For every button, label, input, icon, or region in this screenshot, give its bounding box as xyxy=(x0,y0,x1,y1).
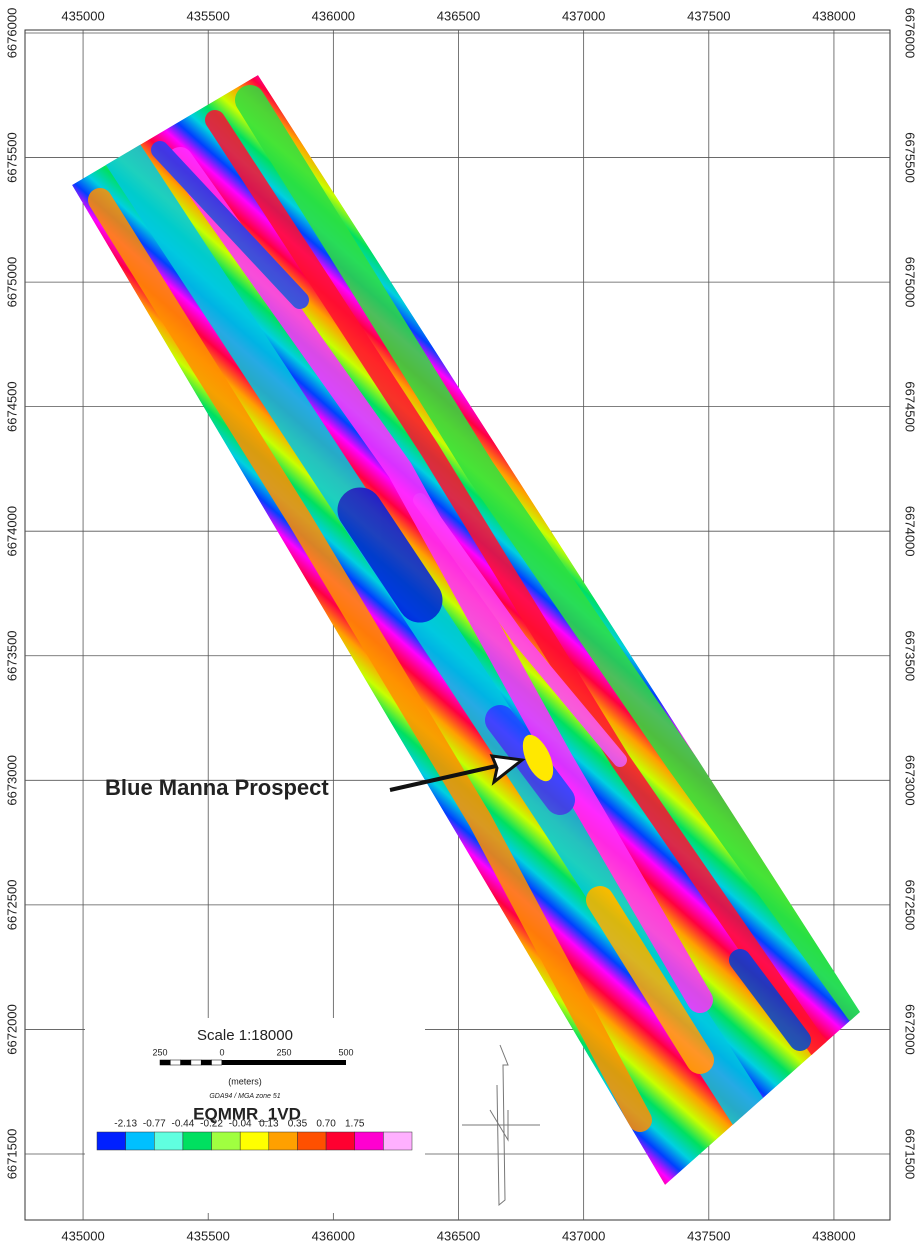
x-tick-label-bottom: 435500 xyxy=(187,1228,230,1243)
scale-segment xyxy=(212,1060,222,1065)
x-tick-label-bottom: 437000 xyxy=(562,1228,605,1243)
y-tick-label-left: 6675000 xyxy=(4,257,19,308)
legend-label: -0.77 xyxy=(143,1119,166,1130)
map: Blue Manna Prospect Scale 1:18000 250 0 25… xyxy=(0,0,920,1249)
y-tick-label-left: 6671500 xyxy=(4,1129,19,1180)
x-tick-label-top: 435000 xyxy=(61,8,104,23)
legend-label: 0.35 xyxy=(288,1119,308,1130)
annotation: Blue Manna Prospect xyxy=(105,775,329,800)
y-tick-label-right: 6673000 xyxy=(903,755,918,806)
y-tick-label-left: 6674500 xyxy=(4,381,19,432)
x-tick-label-bottom: 437500 xyxy=(687,1228,730,1243)
y-tick-label-right: 6672500 xyxy=(903,880,918,931)
x-tick-label-top: 436500 xyxy=(437,8,480,23)
legend-label: 1.75 xyxy=(345,1119,365,1130)
legend-label: -2.13 xyxy=(114,1119,137,1130)
y-tick-label-left: 6672500 xyxy=(4,880,19,931)
color-cell xyxy=(183,1132,212,1150)
y-tick-label-left: 6676000 xyxy=(4,8,19,59)
x-tick-label-bottom: 436000 xyxy=(312,1228,355,1243)
scale-unit: (meters) xyxy=(228,1076,262,1086)
y-tick-label-right: 6674500 xyxy=(903,381,918,432)
y-tick-label-left: 6674000 xyxy=(4,506,19,557)
scale-label: 250 xyxy=(276,1047,291,1057)
color-cell xyxy=(326,1132,355,1150)
legend-label: 0.70 xyxy=(316,1119,336,1130)
scale-segment xyxy=(160,1060,170,1065)
color-cell xyxy=(240,1132,269,1150)
x-tick-label-top: 437500 xyxy=(687,8,730,23)
y-tick-label-right: 6674000 xyxy=(903,506,918,557)
color-cell xyxy=(355,1132,384,1150)
x-tick-label-bottom: 438000 xyxy=(812,1228,855,1243)
y-tick-label-right: 6675500 xyxy=(903,132,918,183)
page: {"map": { "xlim": [434768, 438224], "yli… xyxy=(0,0,920,1249)
y-tick-label-left: 6673500 xyxy=(4,630,19,681)
scale-segment xyxy=(191,1060,201,1065)
scale-segment xyxy=(170,1060,180,1065)
color-cell xyxy=(97,1132,126,1150)
color-cell xyxy=(269,1132,298,1150)
scale-label: 250 xyxy=(152,1047,167,1057)
projection: GDA94 / MGA zone 51 xyxy=(209,1093,280,1100)
scale-segment xyxy=(201,1060,211,1065)
x-tick-label-top: 435500 xyxy=(187,8,230,23)
y-tick-label-right: 6671500 xyxy=(903,1129,918,1180)
y-tick-label-left: 6672000 xyxy=(4,1004,19,1055)
scale-segment xyxy=(222,1060,346,1065)
x-tick-label-bottom: 436500 xyxy=(437,1228,480,1243)
y-tick-label-left: 6673000 xyxy=(4,755,19,806)
legend-label: -0.22 xyxy=(200,1119,223,1130)
x-tick-label-bottom: 435000 xyxy=(61,1228,104,1243)
x-tick-label-top: 437000 xyxy=(562,8,605,23)
y-tick-label-left: 6675500 xyxy=(4,132,19,183)
y-tick-label-right: 6675000 xyxy=(903,257,918,308)
color-cell xyxy=(126,1132,155,1150)
color-cell xyxy=(297,1132,326,1150)
y-tick-label-right: 6673500 xyxy=(903,630,918,681)
color-cell xyxy=(154,1132,183,1150)
color-cell xyxy=(212,1132,241,1150)
legend-label: 0.13 xyxy=(259,1119,279,1130)
y-tick-label-right: 6676000 xyxy=(903,8,918,59)
scale-label: 0 xyxy=(219,1047,224,1057)
scale-segment xyxy=(181,1060,191,1065)
x-tick-label-top: 436000 xyxy=(312,8,355,23)
scale-title: Scale 1:18000 xyxy=(197,1027,293,1044)
x-tick-label-top: 438000 xyxy=(812,8,855,23)
north-arrow xyxy=(462,1045,540,1205)
y-tick-label-right: 6672000 xyxy=(903,1004,918,1055)
legend-label: -0.04 xyxy=(229,1119,252,1130)
color-cell xyxy=(383,1132,412,1150)
scale-label: 500 xyxy=(338,1047,353,1057)
legend-label: -0.44 xyxy=(172,1119,195,1130)
